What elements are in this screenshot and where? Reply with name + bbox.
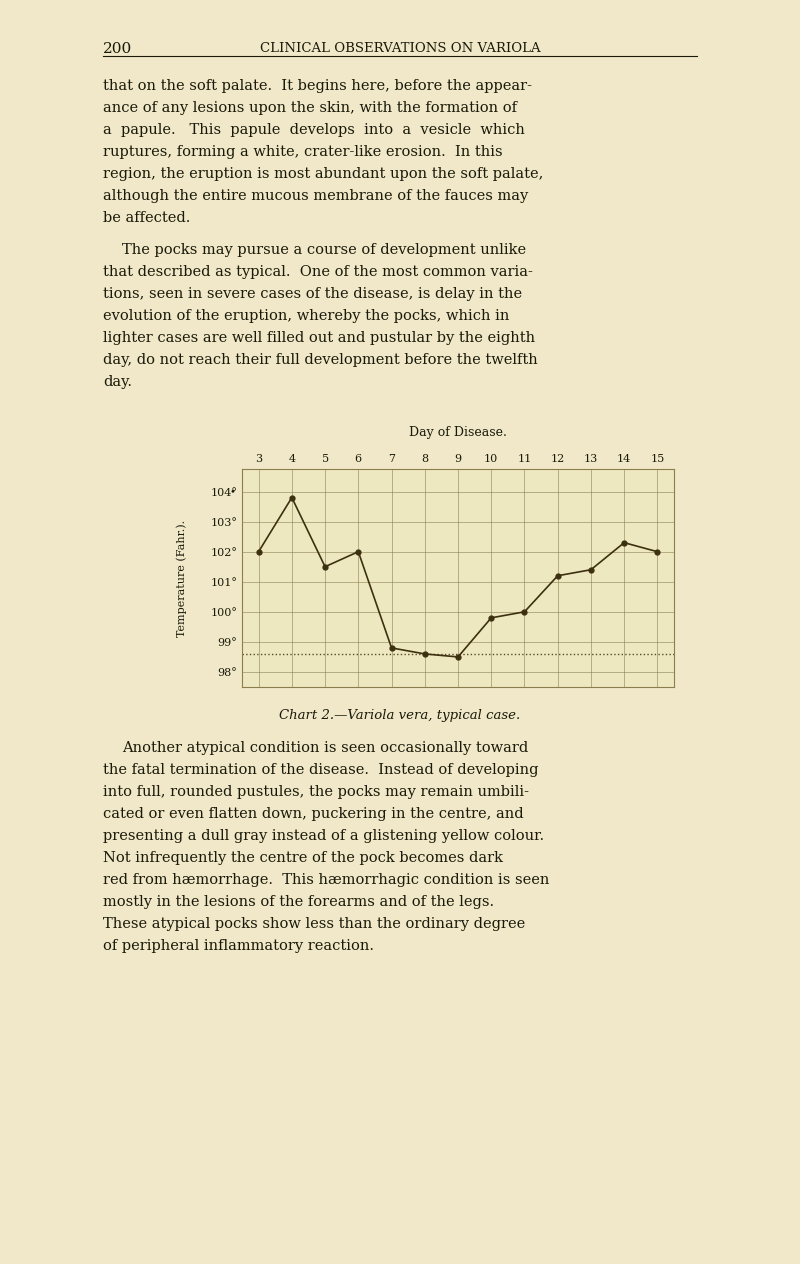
Text: The pocks may pursue a course of development unlike: The pocks may pursue a course of develop… [122,243,526,257]
Text: •: • [229,487,235,495]
Text: of peripheral inflammatory reaction.: of peripheral inflammatory reaction. [103,939,374,953]
Text: a  papule.   This  papule  develops  into  a  vesicle  which: a papule. This papule develops into a ve… [103,123,525,137]
Text: Another atypical condition is seen occasionally toward: Another atypical condition is seen occas… [122,741,528,755]
Text: day, do not reach their full development before the twelfth: day, do not reach their full development… [103,353,538,367]
Text: that described as typical.  One of the most common varia-: that described as typical. One of the mo… [103,265,533,279]
Text: ance of any lesions upon the skin, with the formation of: ance of any lesions upon the skin, with … [103,101,517,115]
Text: be affected.: be affected. [103,211,190,225]
Text: cated or even flatten down, puckering in the centre, and: cated or even flatten down, puckering in… [103,806,524,822]
Text: region, the eruption is most abundant upon the soft palate,: region, the eruption is most abundant up… [103,167,543,181]
Text: day.: day. [103,375,132,389]
Text: although the entire mucous membrane of the fauces may: although the entire mucous membrane of t… [103,190,528,204]
Text: ruptures, forming a white, crater-like erosion.  In this: ruptures, forming a white, crater-like e… [103,145,502,159]
Text: into full, rounded pustules, the pocks may remain umbili-: into full, rounded pustules, the pocks m… [103,785,529,799]
Text: the fatal termination of the disease.  Instead of developing: the fatal termination of the disease. In… [103,763,538,777]
Text: Day of Disease.: Day of Disease. [409,426,507,439]
Text: Temperature (Fahr.).: Temperature (Fahr.). [177,520,187,637]
Text: mostly in the lesions of the forearms and of the legs.: mostly in the lesions of the forearms an… [103,895,494,909]
Text: tions, seen in severe cases of the disease, is delay in the: tions, seen in severe cases of the disea… [103,287,522,301]
Text: Chart 2.—Variola vera, typical case.: Chart 2.—Variola vera, typical case. [279,709,521,722]
Text: These atypical pocks show less than the ordinary degree: These atypical pocks show less than the … [103,916,526,932]
Text: 200: 200 [103,42,132,56]
Text: lighter cases are well filled out and pustular by the eighth: lighter cases are well filled out and pu… [103,331,535,345]
Text: red from hæmorrhage.  This hæmorrhagic condition is seen: red from hæmorrhage. This hæmorrhagic co… [103,873,550,887]
Text: CLINICAL OBSERVATIONS ON VARIOLA: CLINICAL OBSERVATIONS ON VARIOLA [260,42,540,56]
Text: that on the soft palate.  It begins here, before the appear-: that on the soft palate. It begins here,… [103,78,532,94]
Text: evolution of the eruption, whereby the pocks, which in: evolution of the eruption, whereby the p… [103,308,510,324]
Text: Not infrequently the centre of the pock becomes dark: Not infrequently the centre of the pock … [103,851,503,865]
Text: presenting a dull gray instead of a glistening yellow colour.: presenting a dull gray instead of a glis… [103,829,544,843]
